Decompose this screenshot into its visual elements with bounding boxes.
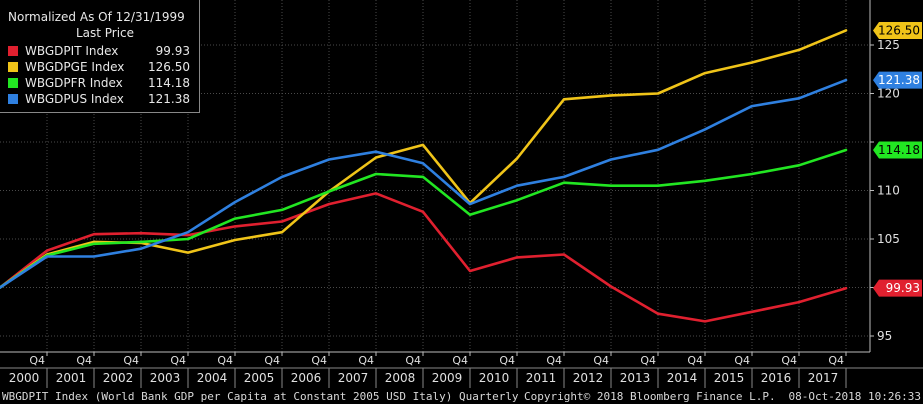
x-tick-label-year: 2000 bbox=[9, 371, 40, 385]
footer-timestamp: 08-Oct-2018 10:26:33 bbox=[788, 390, 921, 403]
legend-entry-wbgdpus: WBGDPUS Index 121.38 bbox=[8, 92, 193, 106]
legend-entry-wbgdpge: WBGDPGE Index 126.50 bbox=[8, 60, 193, 74]
legend-entry-value: 99.93 bbox=[155, 44, 190, 58]
last-value-label: 99.93 bbox=[886, 281, 920, 295]
x-tick-label-quarter: Q4 bbox=[311, 354, 327, 367]
x-tick-label-year: 2005 bbox=[244, 371, 275, 385]
legend-entry-name: WBGDPIT Index bbox=[25, 44, 119, 58]
x-tick-label-quarter: Q4 bbox=[452, 354, 468, 367]
x-tick-label-quarter: Q4 bbox=[640, 354, 656, 367]
last-value-tag-99-93 bbox=[873, 279, 922, 297]
y-tick-label: 110 bbox=[877, 184, 900, 198]
legend-swatch-green bbox=[8, 78, 18, 88]
x-tick-label-quarter: Q4 bbox=[546, 354, 562, 367]
y-tick-label: 95 bbox=[877, 329, 892, 343]
x-tick-label-quarter: Q4 bbox=[264, 354, 280, 367]
x-tick-label-year: 2006 bbox=[291, 371, 322, 385]
x-tick-label-quarter: Q4 bbox=[734, 354, 750, 367]
legend-entry-name: WBGDPUS Index bbox=[25, 92, 124, 106]
x-tick-label-year: 2014 bbox=[667, 371, 698, 385]
x-tick-label-quarter: Q4 bbox=[123, 354, 139, 367]
legend-entry-wbgdpit: WBGDPIT Index 99.93 bbox=[8, 44, 193, 58]
axes: 95 105 110 120 125 Q4 2000 Q4 2001 Q4 2002 Q4 2003 Q4… bbox=[0, 0, 923, 388]
x-tick-label-year: 2017 bbox=[808, 371, 839, 385]
y-tick-label: 120 bbox=[877, 87, 900, 101]
last-value-label: 126.50 bbox=[878, 23, 920, 37]
x-tick-label-quarter: Q4 bbox=[76, 354, 92, 367]
series-line-wbgdpit-index bbox=[0, 192, 848, 323]
x-tick-label-year: 2007 bbox=[338, 371, 369, 385]
x-tick-label-quarter: Q4 bbox=[405, 354, 421, 367]
legend-entry-name: WBGDPFR Index bbox=[25, 76, 123, 90]
x-tick-label-year: 2003 bbox=[150, 371, 181, 385]
last-value-label: 114.18 bbox=[878, 143, 920, 157]
legend-entry-name: WBGDPGE Index bbox=[25, 60, 125, 74]
x-tick-label-year: 2015 bbox=[714, 371, 745, 385]
legend-swatch-yellow bbox=[8, 62, 18, 72]
x-tick-label-year: 2008 bbox=[385, 371, 416, 385]
x-tick-label-quarter: Q4 bbox=[358, 354, 374, 367]
x-tick-label-year: 2011 bbox=[526, 371, 557, 385]
y-tick-label: 125 bbox=[877, 38, 900, 52]
legend-entry-wbgdpfr: WBGDPFR Index 114.18 bbox=[8, 76, 193, 90]
x-tick-label-year: 2004 bbox=[197, 371, 228, 385]
x-tick-label-year: 2010 bbox=[479, 371, 510, 385]
x-tick-label-year: 2012 bbox=[573, 371, 604, 385]
y-tick-label: 105 bbox=[877, 232, 900, 246]
last-value-tag-126-50 bbox=[873, 21, 922, 39]
x-tick-label-quarter: Q4 bbox=[593, 354, 609, 367]
last-value-tag-121-38 bbox=[873, 71, 922, 89]
legend-entry-value: 126.50 bbox=[148, 60, 190, 74]
x-tick-label-quarter: Q4 bbox=[170, 354, 186, 367]
footer: WBGDPIT Index (World Bank GDP per Capita… bbox=[0, 388, 923, 404]
footer-security-description: WBGDPIT Index (World Bank GDP per Capita… bbox=[2, 390, 519, 403]
x-tick-label-quarter: Q4 bbox=[687, 354, 703, 367]
legend: Normalized As Of 12/31/1999 Last Price W… bbox=[0, 0, 200, 113]
series-lines bbox=[0, 29, 848, 323]
legend-entry-value: 121.38 bbox=[148, 92, 190, 106]
x-tick-label-year: 2016 bbox=[761, 371, 792, 385]
x-tick-label-quarter: Q4 bbox=[499, 354, 515, 367]
legend-swatch-red bbox=[8, 46, 18, 56]
x-tick-label-quarter: Q4 bbox=[217, 354, 233, 367]
x-tick-label-year: 2001 bbox=[56, 371, 87, 385]
series-line-wbgdpfr-index bbox=[0, 148, 848, 289]
legend-title: Normalized As Of 12/31/1999 bbox=[8, 10, 185, 24]
x-tick-label-year: 2002 bbox=[103, 371, 134, 385]
legend-subtitle: Last Price bbox=[75, 26, 135, 40]
last-value-tag-114-18 bbox=[873, 141, 922, 159]
x-tick-label-quarter: Q4 bbox=[29, 354, 45, 367]
x-tick-label-quarter: Q4 bbox=[828, 354, 844, 367]
legend-entry-value: 114.18 bbox=[148, 76, 190, 90]
footer-copyright: Copyright© 2018 Bloomberg Finance L.P. bbox=[524, 390, 776, 403]
series-line-wbgdpus-index bbox=[0, 78, 848, 289]
last-value-label: 121.38 bbox=[878, 73, 920, 87]
last-value-labels: 126.50 121.38 114.18 99.93 bbox=[873, 21, 922, 297]
x-tick-label-year: 2009 bbox=[432, 371, 463, 385]
x-tick-label-quarter: Q4 bbox=[781, 354, 797, 367]
x-tick-label-year: 2013 bbox=[620, 371, 651, 385]
legend-swatch-blue bbox=[8, 94, 18, 104]
